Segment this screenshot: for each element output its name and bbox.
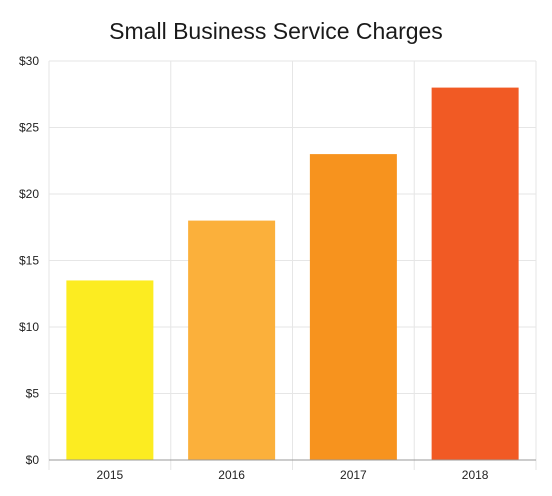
- x-tick-label: 2018: [462, 468, 489, 482]
- y-tick-label: $20: [19, 187, 39, 201]
- y-tick-label: $5: [26, 387, 40, 401]
- y-tick-label: $10: [19, 320, 39, 334]
- bar-2016: [188, 220, 276, 460]
- x-tick-label: 2015: [97, 468, 124, 482]
- bar-2015: [66, 280, 154, 460]
- bar-2017: [309, 154, 397, 460]
- bar-2018: [431, 87, 519, 460]
- y-tick-label: $15: [19, 254, 39, 268]
- x-tick-label: 2017: [340, 468, 367, 482]
- y-tick-label: $30: [19, 54, 39, 68]
- x-tick-label: 2016: [218, 468, 245, 482]
- y-tick-label: $0: [26, 453, 40, 467]
- y-tick-label: $25: [19, 121, 39, 135]
- chart-title: Small Business Service Charges: [109, 18, 443, 44]
